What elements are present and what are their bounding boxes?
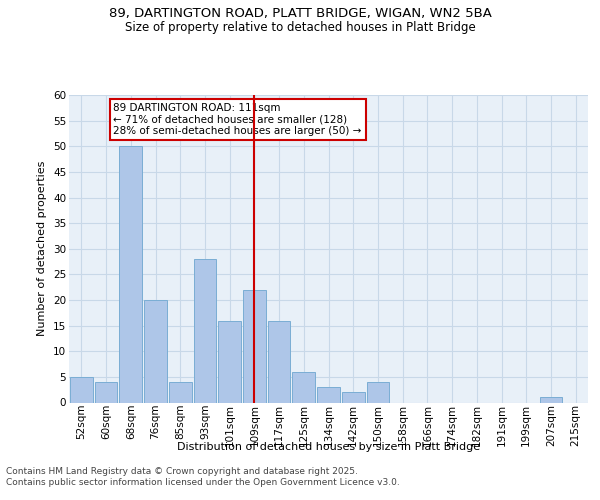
Text: Distribution of detached houses by size in Platt Bridge: Distribution of detached houses by size … [177, 442, 481, 452]
Text: 89 DARTINGTON ROAD: 111sqm
← 71% of detached houses are smaller (128)
28% of sem: 89 DARTINGTON ROAD: 111sqm ← 71% of deta… [113, 102, 362, 136]
Bar [539, 398, 562, 402]
Bar [342, 392, 365, 402]
Bar [268, 320, 290, 402]
Text: 89, DARTINGTON ROAD, PLATT BRIDGE, WIGAN, WN2 5BA: 89, DARTINGTON ROAD, PLATT BRIDGE, WIGAN… [109, 8, 491, 20]
Bar [367, 382, 389, 402]
Y-axis label: Number of detached properties: Number of detached properties [37, 161, 47, 336]
Bar [292, 372, 315, 402]
Bar [243, 290, 266, 403]
Bar [70, 377, 93, 402]
Bar [144, 300, 167, 402]
Bar [218, 320, 241, 402]
Bar [119, 146, 142, 403]
Bar [317, 387, 340, 402]
Text: Size of property relative to detached houses in Platt Bridge: Size of property relative to detached ho… [125, 21, 475, 34]
Bar [194, 259, 216, 402]
Text: Contains HM Land Registry data © Crown copyright and database right 2025.
Contai: Contains HM Land Registry data © Crown c… [6, 468, 400, 487]
Bar [95, 382, 118, 402]
Bar [169, 382, 191, 402]
